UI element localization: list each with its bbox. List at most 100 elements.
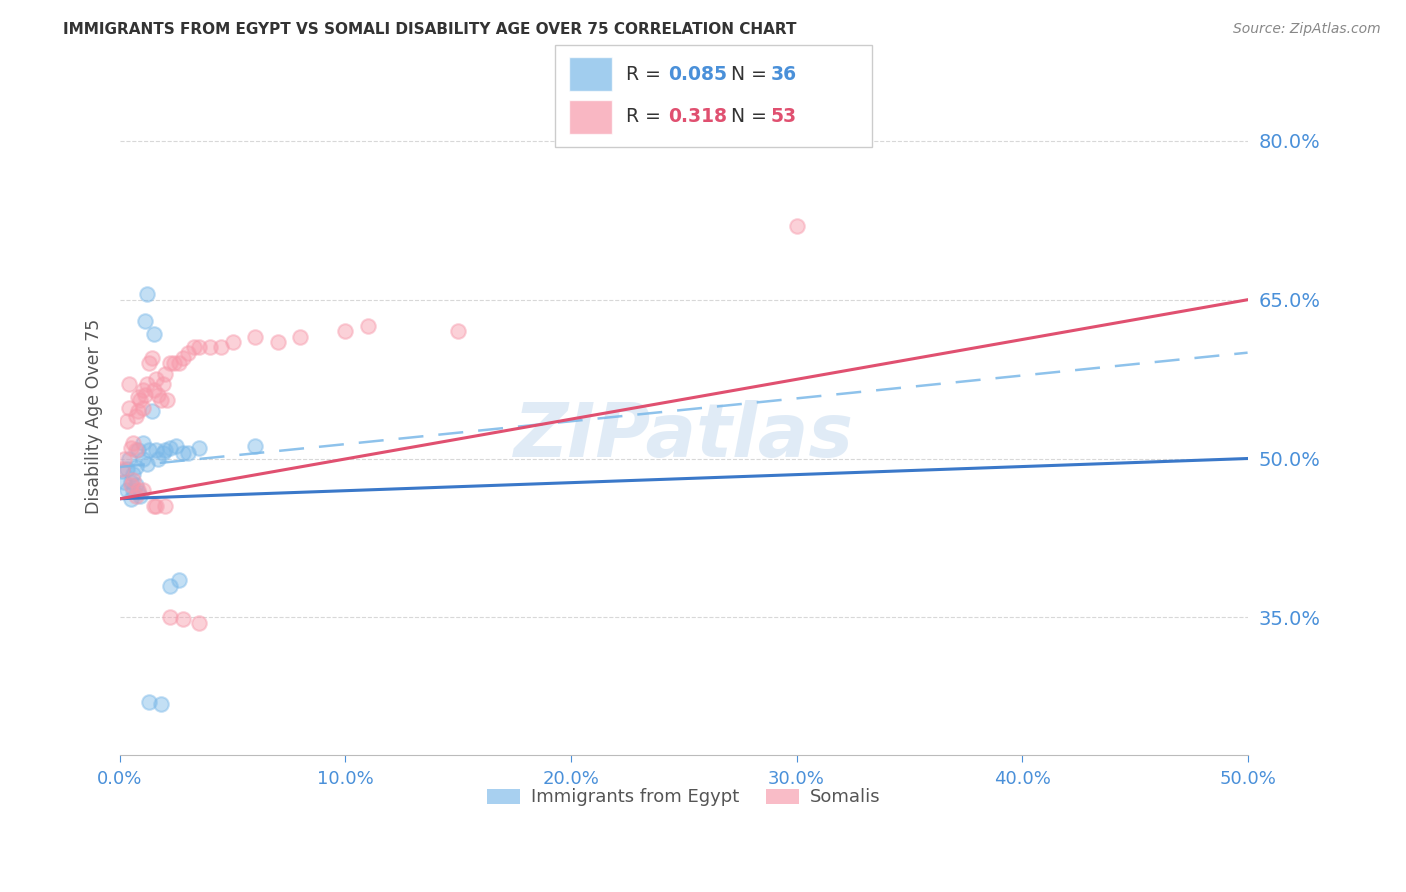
Point	[129, 489, 152, 503]
Legend: Immigrants from Egypt, Somalis: Immigrants from Egypt, Somalis	[481, 781, 887, 814]
Point	[165, 439, 187, 453]
Point	[145, 372, 167, 386]
Point	[167, 356, 190, 370]
Point	[127, 390, 149, 404]
Point	[111, 462, 134, 476]
Point	[267, 334, 290, 349]
Point	[122, 435, 145, 450]
Point	[131, 483, 153, 498]
Point	[127, 404, 149, 418]
Point	[245, 330, 267, 344]
Point	[142, 383, 165, 397]
Point	[176, 345, 198, 359]
Point	[211, 340, 233, 354]
Point	[114, 475, 136, 489]
Point	[120, 441, 142, 455]
Point	[145, 499, 167, 513]
Point	[118, 401, 141, 415]
Point	[290, 330, 312, 344]
Point	[131, 435, 153, 450]
Point	[115, 462, 138, 476]
Point	[115, 483, 138, 498]
Point	[127, 443, 149, 458]
Point	[120, 475, 142, 489]
Point	[114, 451, 136, 466]
Text: N =: N =	[731, 107, 773, 127]
Point	[172, 351, 194, 365]
Point	[152, 377, 174, 392]
Point	[125, 409, 148, 424]
Point	[357, 319, 380, 334]
Point	[118, 451, 141, 466]
Point	[120, 491, 142, 506]
Point	[145, 443, 167, 458]
Point	[187, 615, 209, 630]
Point	[131, 383, 153, 397]
Point	[148, 388, 170, 402]
Point	[136, 377, 159, 392]
Point	[141, 404, 163, 418]
Point	[335, 325, 357, 339]
Point	[115, 414, 138, 428]
Point	[122, 467, 145, 482]
Text: 53: 53	[770, 107, 797, 127]
Point	[127, 483, 149, 498]
Point	[125, 478, 148, 492]
Point	[138, 695, 160, 709]
Point	[447, 325, 470, 339]
Point	[148, 451, 170, 466]
Point	[134, 314, 156, 328]
Text: 0.085: 0.085	[668, 64, 727, 84]
Point	[149, 393, 172, 408]
Point	[152, 446, 174, 460]
Text: ZIPatlas: ZIPatlas	[513, 400, 853, 473]
Point	[187, 441, 209, 455]
Point	[153, 367, 176, 381]
Point	[159, 356, 181, 370]
Text: 36: 36	[770, 64, 797, 84]
Point	[222, 334, 245, 349]
Point	[142, 326, 165, 341]
Point	[167, 573, 190, 587]
Point	[159, 578, 181, 592]
Point	[187, 340, 209, 354]
Point	[153, 499, 176, 513]
Point	[245, 439, 267, 453]
Point	[163, 356, 186, 370]
Text: 0.318: 0.318	[668, 107, 727, 127]
Point	[120, 478, 142, 492]
Point	[786, 219, 808, 233]
Point	[134, 388, 156, 402]
Point	[125, 460, 148, 475]
Y-axis label: Disability Age Over 75: Disability Age Over 75	[86, 318, 103, 514]
Point	[156, 393, 179, 408]
Point	[198, 340, 221, 354]
Point	[122, 473, 145, 487]
Point	[172, 446, 194, 460]
Text: R =: R =	[626, 64, 666, 84]
Point	[138, 356, 160, 370]
Point	[149, 697, 172, 711]
Point	[153, 443, 176, 458]
Point	[131, 451, 153, 466]
Point	[159, 610, 181, 624]
Point	[176, 446, 198, 460]
Point	[172, 612, 194, 626]
Point	[136, 287, 159, 301]
Text: IMMIGRANTS FROM EGYPT VS SOMALI DISABILITY AGE OVER 75 CORRELATION CHART: IMMIGRANTS FROM EGYPT VS SOMALI DISABILI…	[63, 22, 797, 37]
Text: Source: ZipAtlas.com: Source: ZipAtlas.com	[1233, 22, 1381, 37]
Point	[136, 457, 159, 471]
Text: R =: R =	[626, 107, 666, 127]
Point	[111, 464, 134, 478]
Point	[142, 499, 165, 513]
Point	[131, 401, 153, 415]
Point	[141, 351, 163, 365]
Point	[129, 393, 152, 408]
Text: N =: N =	[731, 64, 773, 84]
Point	[138, 443, 160, 458]
Point	[122, 483, 145, 498]
Point	[159, 441, 181, 455]
Point	[127, 485, 149, 500]
Point	[125, 489, 148, 503]
Point	[125, 443, 148, 458]
